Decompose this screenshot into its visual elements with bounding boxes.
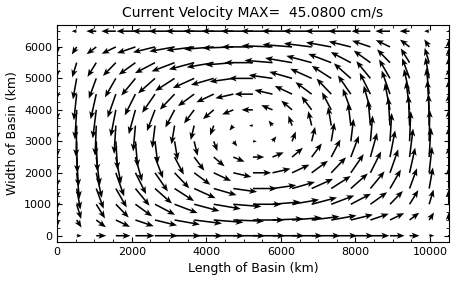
Y-axis label: Width of Basin (km): Width of Basin (km) — [5, 72, 19, 195]
Title: Current Velocity MAX=  45.0800 cm/s: Current Velocity MAX= 45.0800 cm/s — [122, 6, 384, 20]
X-axis label: Length of Basin (km): Length of Basin (km) — [187, 262, 318, 275]
